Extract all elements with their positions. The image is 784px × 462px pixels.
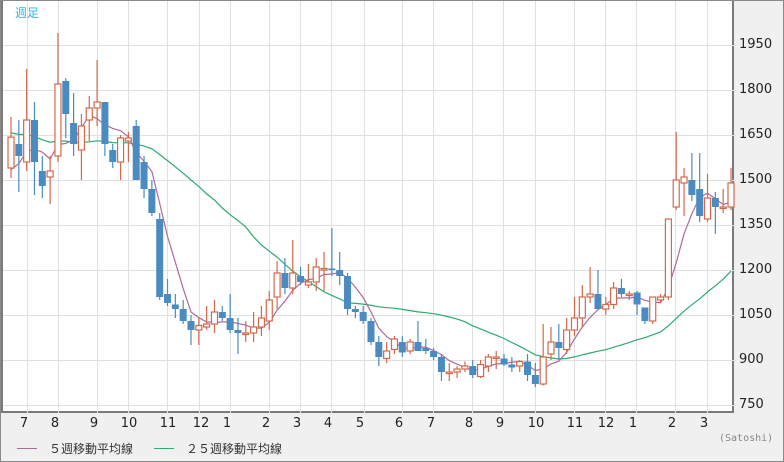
plot-area (1, 1, 736, 413)
x-tick-label: 11 (566, 416, 584, 431)
x-tick-label: 8 (50, 416, 60, 431)
period-label: 週足 (15, 6, 40, 20)
x-tick-label: 2 (667, 416, 677, 431)
x-tick-label: 8 (464, 416, 474, 431)
x-tick-label: 1 (628, 416, 638, 431)
y-tick-label: 1650 (739, 127, 773, 142)
ma5-line-swatch (17, 448, 37, 449)
x-tick-label: 12 (597, 416, 615, 431)
legend-ma5: ５週移動平均線 (17, 440, 133, 457)
y-tick-label: 1950 (739, 37, 773, 52)
y-tick-label: 750 (739, 397, 764, 412)
y-tick-label: 1350 (739, 217, 773, 232)
x-tick-label: 7 (426, 416, 436, 431)
ma25-label: ２５週移動平均線 (186, 442, 283, 456)
candlestick-chart (3, 1, 736, 413)
y-tick-label: 1500 (739, 172, 773, 187)
x-tick-label: 7 (19, 416, 29, 431)
x-tick-label: 10 (120, 416, 138, 431)
x-tick-label: 3 (292, 416, 302, 431)
credit-text: (Satoshi) (719, 433, 774, 444)
x-tick-label: 3 (699, 416, 709, 431)
y-tick-label: 900 (739, 352, 764, 367)
x-tick-label: 12 (192, 416, 210, 431)
y-tick-label: 1050 (739, 307, 773, 322)
ma5-label: ５週移動平均線 (49, 442, 134, 456)
x-tick-label: 9 (495, 416, 505, 431)
x-tick-label: 1 (222, 416, 232, 431)
x-tick-label: 10 (527, 416, 545, 431)
x-tick-label: 9 (89, 416, 99, 431)
x-tick-label: 4 (323, 416, 333, 431)
y-tick-label: 1200 (739, 262, 773, 277)
x-tick-label: 2 (261, 416, 271, 431)
y-tick-label: 1800 (739, 82, 773, 97)
x-tick-label: 6 (394, 416, 404, 431)
legend-ma25: ２５週移動平均線 (154, 440, 282, 457)
x-tick-label: 5 (355, 416, 365, 431)
ma25-line-swatch (154, 448, 174, 449)
x-tick-label: 11 (159, 416, 177, 431)
